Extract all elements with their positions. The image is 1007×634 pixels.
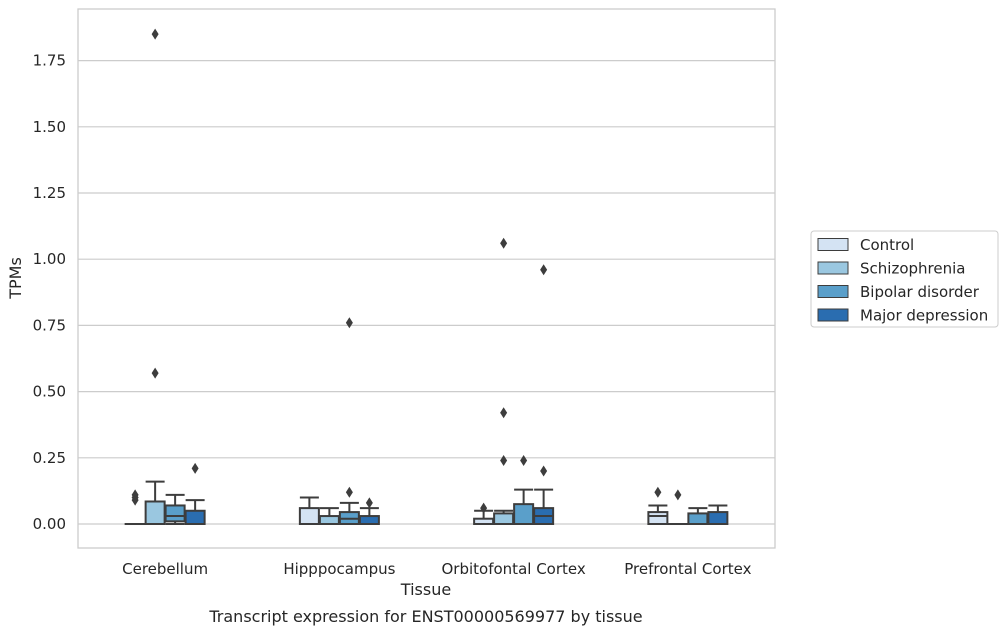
y-tick-label: 1.00 [33,250,66,268]
box-bipolar-disorder [164,493,186,525]
box-schizophrenia [318,507,340,526]
outlier-point [131,489,139,501]
outlier-point [151,367,159,379]
x-tick-label: Hipppocampus [283,560,395,578]
y-axis-label: TPMs [6,257,25,300]
x-tick-label: Orbitofontal Cortex [442,560,586,578]
box-body [144,500,166,526]
y-tick-label: 1.25 [33,184,66,202]
box-major-depression [358,497,380,526]
legend-swatch [817,261,849,275]
y-tick-label: 0.25 [33,449,66,467]
legend: Control Schizophrenia Bipolar disorder Majo… [810,230,999,328]
outlier-point [500,237,508,249]
x-axis-ticks: Cerebellum Hipppocampus Orbitofontal Corte… [122,560,751,578]
legend-label: Schizophrenia [860,260,965,278]
box-bipolar-disorder [687,507,709,526]
plot-frame [77,8,776,549]
box-body [358,515,380,526]
y-axis-ticks: 0.00 0.25 0.50 0.75 1.00 1.25 1.50 1.75 [33,52,66,533]
box-body [513,503,535,526]
outlier-point [191,462,199,474]
box-control [124,489,146,526]
box-major-depression [707,504,729,525]
x-tick-label: Cerebellum [122,560,208,578]
box-body [493,512,515,526]
box-body [687,512,709,526]
box-bipolar-disorder [338,317,360,525]
legend-swatch [817,285,849,298]
chart-caption: Transcript expression for ENST0000056997… [208,607,642,626]
legend-frame [810,230,999,328]
box-bipolar-disorder [513,454,535,526]
grid-lines [78,59,775,525]
box-schizophrenia [144,28,166,526]
box-control [647,486,669,525]
box-series [124,28,729,526]
box-major-depression [533,264,555,525]
outlier-point [540,465,548,477]
y-tick-label: 1.50 [33,118,66,136]
legend-swatch [817,308,849,322]
y-tick-label: 1.75 [33,52,66,70]
outlier-point [520,454,528,466]
outlier-point [480,502,488,514]
x-tick-label: Prefrontal Cortex [624,560,751,578]
y-tick-label: 0.75 [33,316,66,334]
outlier-point [345,317,353,329]
outlier-point [540,264,548,276]
box-control [298,496,320,525]
outlier-point [654,486,662,498]
legend-label: Control [860,236,914,254]
box-body [184,509,206,526]
box-control [473,502,495,525]
box-body [707,511,729,525]
y-tick-label: 0.50 [33,383,66,401]
outlier-point [500,407,508,419]
x-axis-label: Tissue [400,580,451,599]
box-major-depression [184,462,206,526]
outlier-point [151,28,159,40]
y-tick-label: 0.00 [33,515,66,533]
legend-swatch [817,238,849,251]
box-body [647,511,669,525]
legend-label: Bipolar disorder [860,283,980,301]
box-body [298,507,320,525]
outlier-point [345,486,353,498]
box-body [318,515,340,526]
outlier-point [365,497,373,509]
box-schizophrenia [493,237,515,526]
outlier-point [500,454,508,466]
outlier-point [674,489,682,501]
legend-label: Major depression [860,307,988,325]
box-schizophrenia [667,489,689,526]
box-body [164,504,186,523]
